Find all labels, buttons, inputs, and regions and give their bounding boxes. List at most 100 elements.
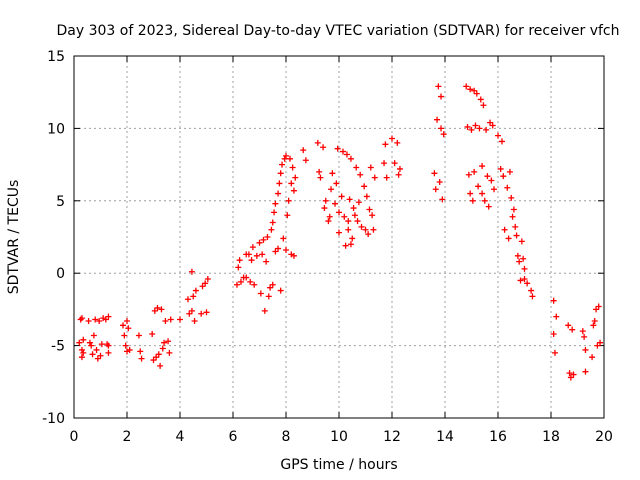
data-point — [120, 322, 127, 329]
data-point — [80, 336, 87, 343]
data-point — [158, 306, 165, 313]
data-point — [190, 293, 197, 300]
data-point — [345, 226, 352, 233]
data-point — [269, 219, 276, 226]
data-point — [90, 332, 97, 339]
data-point — [569, 326, 576, 333]
data-point — [343, 151, 350, 158]
data-point — [322, 197, 329, 204]
data-point — [489, 122, 496, 129]
data-point — [85, 317, 92, 324]
data-point — [329, 170, 336, 177]
data-point — [389, 135, 395, 142]
data-point — [284, 212, 291, 219]
data-point — [96, 317, 103, 324]
data-point — [321, 205, 328, 212]
data-point — [504, 184, 511, 191]
data-point — [358, 223, 365, 230]
data-point — [370, 226, 377, 233]
data-point — [203, 309, 210, 316]
data-point — [471, 168, 478, 175]
data-point — [521, 275, 528, 282]
data-point — [166, 349, 173, 356]
data-point — [249, 244, 256, 251]
data-point — [591, 317, 598, 324]
data-point — [395, 171, 402, 178]
data-point — [300, 147, 307, 154]
data-point — [477, 96, 484, 103]
data-point — [349, 235, 356, 242]
data-point — [501, 226, 508, 233]
x-tick-label: 2 — [123, 429, 132, 445]
data-point — [177, 316, 183, 323]
data-point — [485, 203, 492, 210]
data-point — [138, 355, 145, 362]
data-point — [162, 317, 169, 324]
data-point — [595, 303, 602, 310]
data-point — [517, 277, 524, 284]
data-point — [439, 196, 446, 203]
data-points — [76, 83, 604, 381]
data-point — [365, 231, 372, 238]
x-tick-label: 6 — [229, 429, 238, 445]
data-point — [247, 278, 254, 285]
data-point — [154, 304, 161, 311]
data-point — [589, 354, 596, 361]
data-point — [481, 197, 488, 204]
data-point — [391, 160, 398, 167]
x-axis-label: GPS time / hours — [280, 457, 397, 473]
data-point — [275, 190, 282, 197]
data-point — [289, 164, 296, 171]
data-point — [518, 238, 525, 245]
data-point — [566, 370, 573, 377]
data-point — [394, 139, 401, 146]
data-point — [236, 257, 243, 264]
data-point — [581, 333, 588, 340]
data-point — [256, 239, 263, 246]
data-point — [285, 197, 292, 204]
data-point — [516, 258, 523, 265]
data-point — [292, 174, 299, 181]
data-point — [350, 205, 357, 212]
data-point — [165, 338, 172, 345]
data-point — [283, 247, 289, 254]
data-point — [570, 371, 577, 378]
data-point — [468, 126, 475, 133]
data-point — [97, 352, 104, 359]
data-point — [333, 180, 340, 187]
data-point — [188, 268, 195, 275]
data-point — [263, 258, 270, 265]
x-tick-label: 8 — [282, 429, 291, 445]
data-point — [512, 223, 519, 230]
data-point — [233, 281, 240, 288]
data-point — [77, 316, 84, 323]
data-point — [355, 199, 362, 206]
data-point — [487, 119, 494, 126]
data-point — [362, 226, 369, 233]
data-point — [488, 177, 495, 184]
data-point — [491, 186, 498, 193]
data-point — [597, 339, 604, 346]
data-point — [78, 346, 85, 353]
data-point — [105, 349, 112, 356]
data-point — [582, 368, 589, 375]
data-point — [260, 236, 267, 243]
data-point — [125, 325, 132, 332]
data-point — [582, 346, 589, 353]
data-point — [332, 200, 339, 207]
data-point — [104, 341, 111, 348]
x-tick-label: 16 — [489, 429, 507, 445]
data-point — [347, 155, 354, 162]
data-point — [121, 332, 128, 339]
data-point — [336, 209, 342, 216]
data-point — [137, 348, 144, 355]
data-point — [80, 349, 87, 356]
data-point — [268, 226, 275, 233]
data-point — [436, 178, 443, 185]
data-point — [551, 349, 558, 356]
data-point — [277, 287, 284, 294]
data-point — [440, 131, 447, 138]
data-point — [510, 206, 517, 213]
data-point — [126, 346, 133, 353]
data-point — [357, 171, 364, 178]
